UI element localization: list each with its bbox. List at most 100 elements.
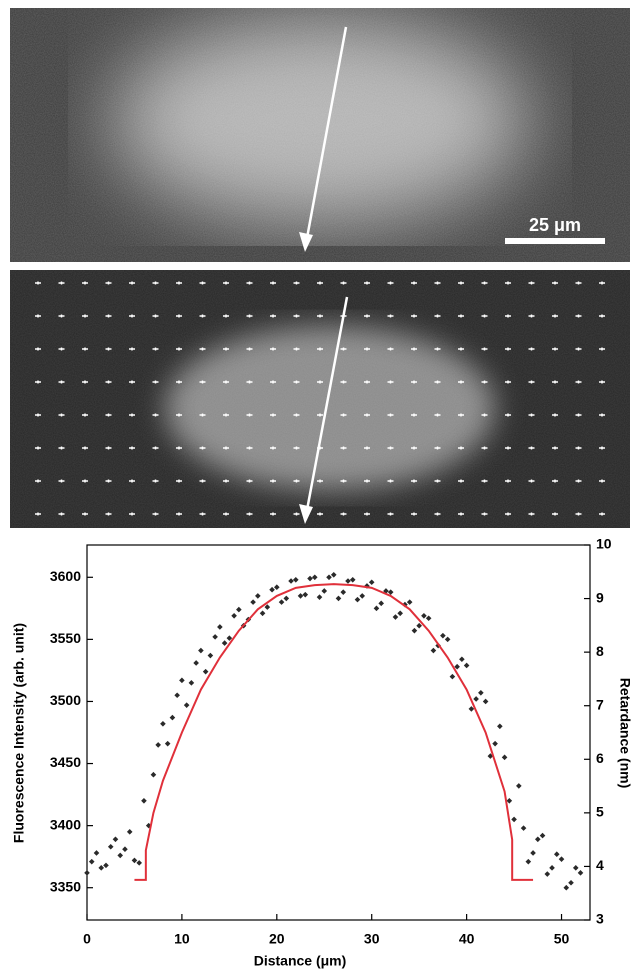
y2-tick-label: 6 <box>596 750 604 766</box>
data-point <box>122 846 128 853</box>
data-point <box>179 677 185 684</box>
data-point <box>506 797 513 804</box>
data-point <box>288 578 294 584</box>
y-tick-label: 3500 <box>50 692 81 708</box>
data-point <box>349 576 356 583</box>
data-point <box>188 680 195 686</box>
data-point <box>340 589 347 595</box>
data-point <box>269 586 275 593</box>
data-point <box>368 579 375 586</box>
data-point <box>164 740 171 747</box>
data-point <box>297 593 304 599</box>
data-point <box>463 662 470 669</box>
data-point <box>345 578 351 584</box>
data-point <box>558 856 565 862</box>
data-point <box>330 572 337 578</box>
x-axis-label: Distance (μm) <box>254 953 347 969</box>
y2-tick-label: 5 <box>596 804 604 820</box>
data-point <box>141 797 147 804</box>
data-point <box>421 612 427 619</box>
y-tick-label: 3450 <box>50 754 81 770</box>
data-point <box>311 574 318 581</box>
x-tick-label: 50 <box>554 931 570 947</box>
data-point <box>416 622 422 629</box>
data-point <box>198 647 204 654</box>
data-point <box>174 692 180 699</box>
data-point <box>387 589 394 595</box>
data-point <box>326 574 332 581</box>
data-point <box>226 635 233 641</box>
y2-tick-label: 3 <box>596 911 604 927</box>
y2-tick-label: 8 <box>596 643 604 659</box>
plot-frame <box>86 544 591 921</box>
data-point <box>307 575 313 582</box>
data-point <box>316 594 323 600</box>
data-point <box>406 599 413 605</box>
fluorescence-image: 25 μm <box>10 8 630 262</box>
y-tick-label: 3400 <box>50 816 81 832</box>
y-tick-label: 3350 <box>50 878 81 894</box>
data-point <box>568 879 574 886</box>
data-point <box>278 599 285 605</box>
data-point <box>84 870 90 876</box>
data-point <box>250 599 256 605</box>
data-point <box>207 652 214 659</box>
data-point <box>150 771 157 778</box>
data-point <box>292 576 299 583</box>
data-point <box>321 588 328 594</box>
data-point <box>112 836 119 843</box>
data-point <box>430 647 437 654</box>
data-point <box>482 698 489 705</box>
data-point <box>302 591 309 598</box>
y-tick-label: 3550 <box>50 630 81 646</box>
y2-tick-label: 9 <box>596 589 604 605</box>
x-tick-label: 40 <box>459 931 475 947</box>
data-point <box>449 673 456 680</box>
data-point <box>425 615 432 622</box>
y2-tick-label: 4 <box>596 857 604 873</box>
data-point <box>88 858 95 865</box>
data-point <box>411 627 418 634</box>
data-point <box>136 860 142 866</box>
data-point <box>459 656 465 663</box>
data-point <box>549 865 555 871</box>
scale-bar <box>505 238 605 244</box>
data-point <box>492 740 498 747</box>
retardance-image <box>10 270 630 528</box>
data-point <box>383 588 389 594</box>
data-point <box>354 596 361 603</box>
data-point <box>221 640 228 646</box>
data-point <box>155 742 161 748</box>
data-point <box>359 593 366 599</box>
data-point <box>212 634 218 640</box>
data-point <box>535 836 541 843</box>
data-point <box>397 610 403 617</box>
data-point <box>98 865 105 871</box>
data-point <box>544 871 551 877</box>
data-point <box>511 816 517 823</box>
y2-tick-label: 7 <box>596 696 604 712</box>
data-point <box>364 583 370 589</box>
x-tick-label: 30 <box>364 931 380 947</box>
y-tick-label: 3600 <box>50 568 81 584</box>
data-point <box>468 706 475 712</box>
data-point <box>131 857 138 864</box>
y-axis-label: Fluorescence Intensity (arb. unit) <box>11 623 27 843</box>
data-point <box>255 593 261 599</box>
data-point <box>563 884 570 891</box>
x-tick-label: 10 <box>174 931 190 947</box>
data-point <box>202 668 209 675</box>
data-point <box>193 660 199 666</box>
data-point <box>145 822 152 829</box>
data-point <box>117 852 124 859</box>
x-tick-label: 20 <box>269 931 285 947</box>
data-point <box>525 858 532 865</box>
data-point <box>553 851 560 857</box>
data-point <box>217 624 223 630</box>
data-point <box>103 862 109 869</box>
y2-tick-label: 10 <box>596 536 612 552</box>
data-point <box>378 600 385 607</box>
data-point <box>392 614 399 620</box>
